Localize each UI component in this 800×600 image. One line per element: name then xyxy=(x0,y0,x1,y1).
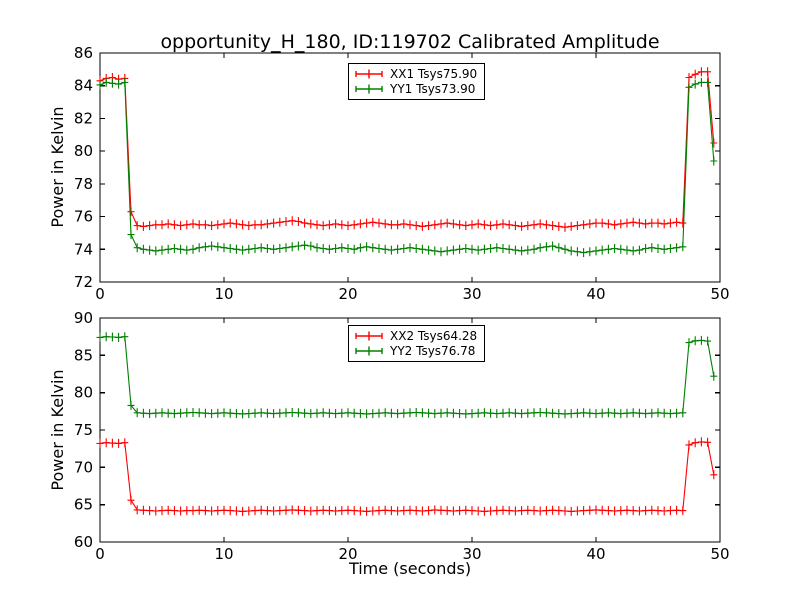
y-tick-label: 74 xyxy=(74,240,93,258)
y-tick-label: 80 xyxy=(74,384,93,402)
top-legend: XX1 Tsys75.90 YY1 Tsys73.90 xyxy=(348,63,486,100)
legend-entry-xx2: XX2 Tsys64.28 xyxy=(354,328,477,344)
y-tick-label: 78 xyxy=(74,175,93,193)
y-tick-label: 85 xyxy=(74,346,93,364)
series-line-YY1 xyxy=(99,81,715,254)
y-tick-label: 86 xyxy=(74,44,93,62)
top-y-axis-label: Power in Kelvin xyxy=(48,106,67,228)
y-tick-label: 72 xyxy=(74,273,93,291)
y-tick-label: 60 xyxy=(74,533,93,551)
x-tick-label: 30 xyxy=(462,285,481,303)
errorbar-line-icon xyxy=(355,69,383,79)
legend-label: XX2 Tsys64.28 xyxy=(390,328,478,343)
x-tick-label: 20 xyxy=(338,285,357,303)
bottom-legend: XX2 Tsys64.28 YY2 Tsys76.78 xyxy=(348,325,486,362)
series-markers-YY2 xyxy=(96,332,718,419)
legend-label: YY2 Tsys76.78 xyxy=(390,344,476,359)
errorbar-line-icon xyxy=(355,331,383,341)
chart-title: opportunity_H_180, ID:119702 Calibrated … xyxy=(160,31,660,53)
y-tick-label: 65 xyxy=(74,496,93,514)
x-tick-label: 30 xyxy=(462,545,481,563)
x-tick-label: 0 xyxy=(95,285,105,303)
legend-label: XX1 Tsys75.90 xyxy=(390,66,478,81)
x-tick-label: 50 xyxy=(710,285,729,303)
errorbar-line-icon xyxy=(355,84,383,94)
x-tick-label: 20 xyxy=(338,545,357,563)
y-tick-label: 82 xyxy=(74,109,93,127)
errorbar-line-icon xyxy=(355,346,383,356)
x-tick-label: 40 xyxy=(586,285,605,303)
x-tick-label: 10 xyxy=(214,545,233,563)
legend-entry-xx1: XX1 Tsys75.90 xyxy=(354,66,477,82)
series-markers-YY1 xyxy=(96,77,718,258)
legend-label: YY1 Tsys73.90 xyxy=(390,82,476,97)
x-tick-label: 0 xyxy=(95,545,105,563)
y-tick-label: 76 xyxy=(74,208,93,226)
y-tick-label: 70 xyxy=(74,458,93,476)
series-markers-XX2 xyxy=(96,437,718,516)
y-tick-label: 80 xyxy=(74,142,93,160)
x-axis-label: Time (seconds) xyxy=(348,559,472,578)
legend-entry-yy2: YY2 Tsys76.78 xyxy=(354,344,477,360)
axes-frame-top xyxy=(99,52,721,283)
y-tick-label: 84 xyxy=(74,77,93,95)
y-tick-label: 90 xyxy=(74,309,93,327)
x-tick-label: 40 xyxy=(586,545,605,563)
y-tick-label: 75 xyxy=(74,421,93,439)
series-line-XX2 xyxy=(99,441,715,512)
legend-entry-yy1: YY1 Tsys73.90 xyxy=(354,82,477,98)
x-tick-label: 50 xyxy=(710,545,729,563)
x-tick-label: 10 xyxy=(214,285,233,303)
bottom-y-axis-label: Power in Kelvin xyxy=(48,369,67,491)
